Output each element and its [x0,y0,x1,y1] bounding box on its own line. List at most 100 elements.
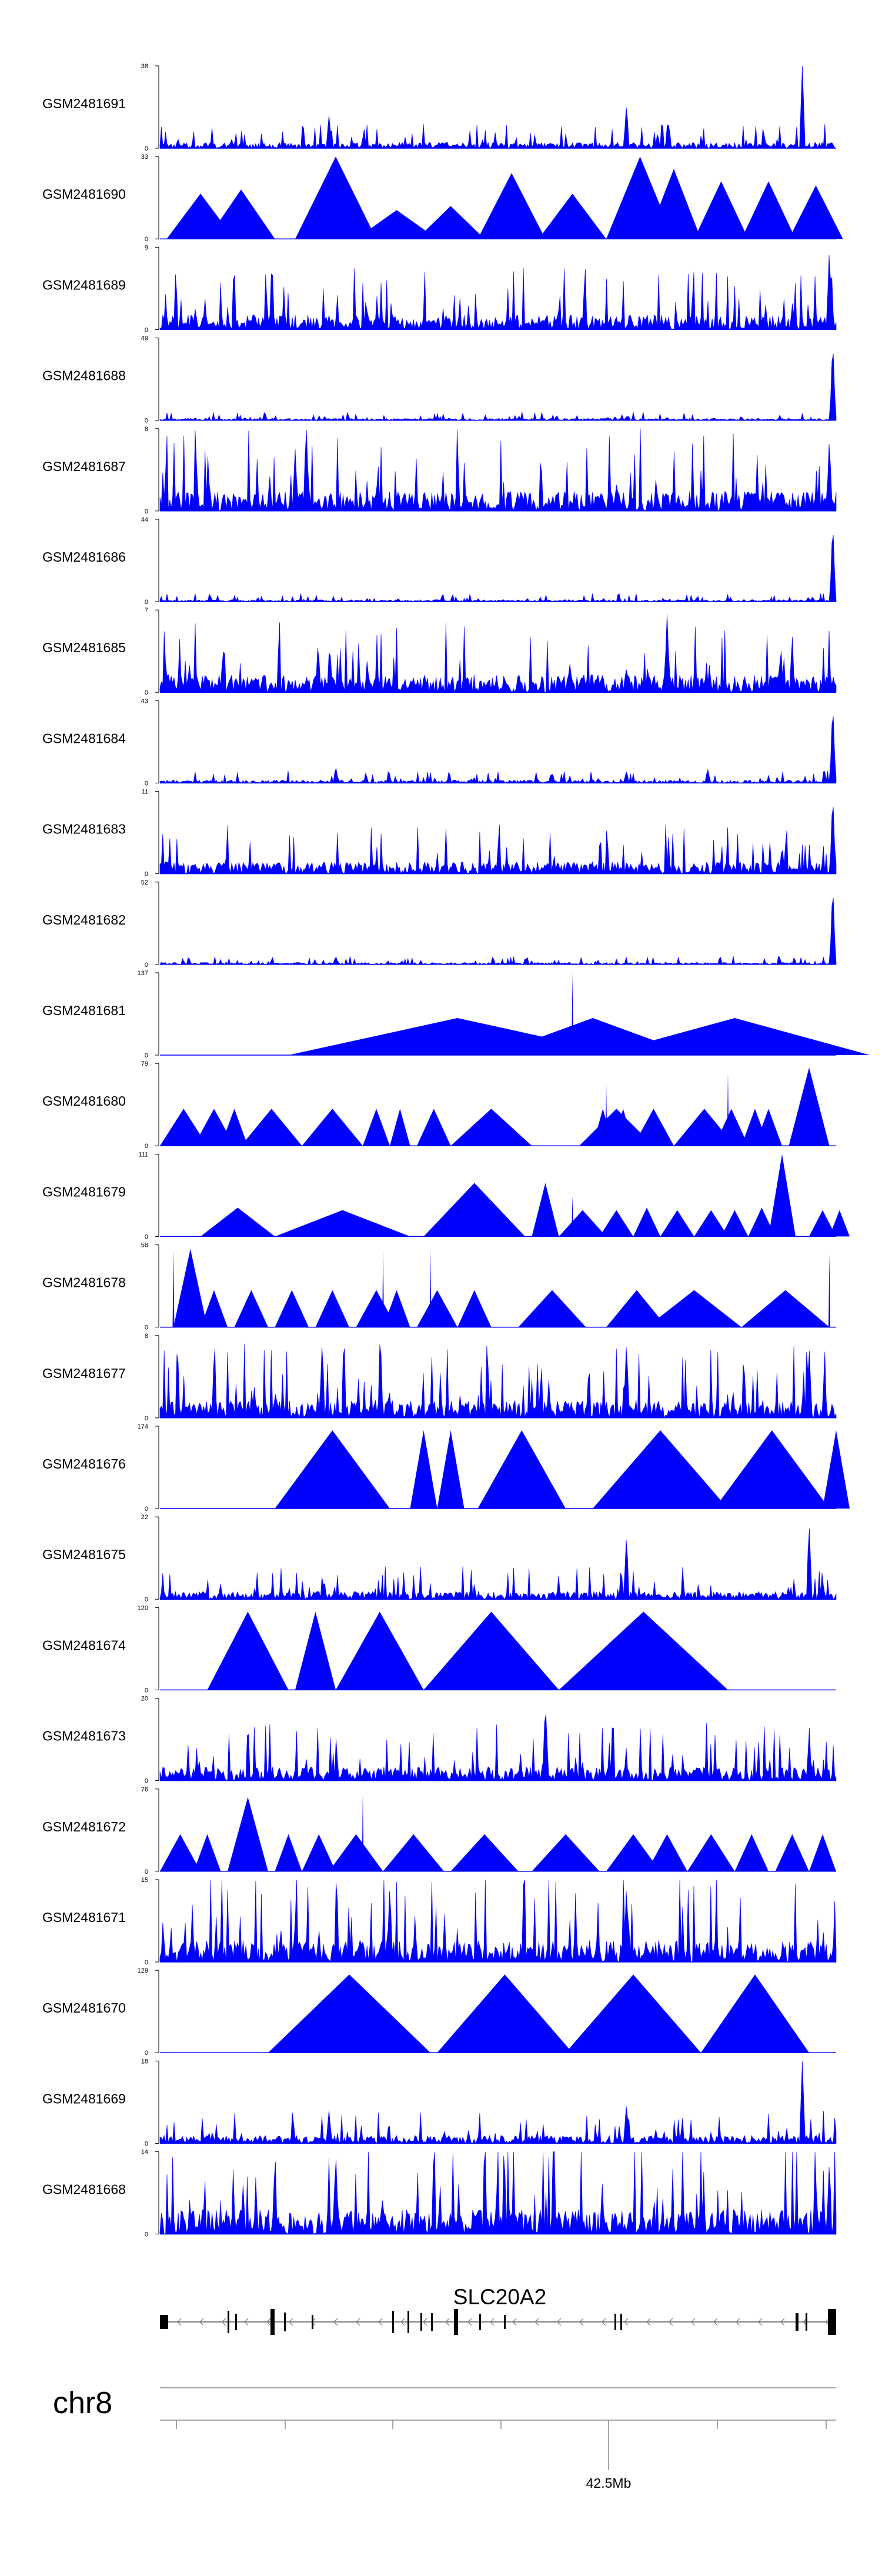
track: GSM2481673 20 0 [42,1696,837,1785]
strand-arrow [579,2318,584,2326]
y-max-label: 38 [141,63,148,70]
y-max-label: 43 [141,698,148,705]
strand-arrow [423,2318,427,2326]
track-label: GSM2481686 [42,549,126,565]
coverage-peak [606,1290,667,1327]
coverage-spike [382,1249,384,1327]
y-min-label: 0 [145,1868,148,1876]
coverage-peak [633,1109,674,1146]
coverage-peak [714,1109,749,1146]
track: GSM2481668 14 0 [42,2149,837,2238]
coverage-peak [647,1290,741,1327]
y-min-label: 0 [145,1324,148,1332]
track: GSM2481685 7 0 [42,607,837,696]
strand-arrow [646,2318,651,2326]
coverage-peak [423,1611,559,1690]
exon [420,2313,422,2331]
coverage-peak [160,1834,201,1871]
coverage-area [159,535,837,602]
coverage-peak [789,1067,830,1146]
strand-arrow [177,2318,182,2326]
coverage-peak [383,1290,410,1327]
coverage-spike [429,1249,432,1327]
coverage-peak [775,1834,809,1871]
coverage-peak [613,1109,633,1146]
coverage-area [159,897,837,965]
exon [806,2313,807,2331]
strand-arrow [691,2318,696,2326]
y-min-label: 0 [145,418,148,425]
coverage-peak [295,156,376,239]
strand-arrow [244,2318,249,2326]
axis-tick-label: 42.5Mb [586,2475,632,2491]
coverage-peak [383,1834,444,1871]
track: GSM2481687 8 0 [42,426,837,515]
track-label: GSM2481668 [42,2182,126,2197]
track-label: GSM2481669 [42,2091,126,2106]
coverage-peak [207,189,275,239]
coverage-peak [410,1430,437,1509]
coverage-peak [532,1183,559,1237]
coverage-peak [701,1974,809,2053]
strand-arrow [713,2318,718,2326]
coverage-peak [201,1207,275,1237]
track-label: GSM2481685 [42,640,126,655]
exon [235,2314,237,2330]
coverage-area [159,428,837,512]
coverage-peak [207,1611,289,1690]
coverage-peak [559,1611,728,1690]
y-max-label: 11 [142,789,148,796]
y-min-label: 0 [145,1415,148,1422]
coverage-peak [714,1430,830,1509]
coverage-peak [823,1430,850,1509]
coverage-peak [275,1430,390,1509]
coverage-peak [423,1183,525,1237]
track: GSM2481670 129 0 [42,1967,836,2057]
strand-arrow [400,2318,405,2326]
track-label: GSM2481682 [42,912,126,927]
y-min-label: 0 [145,236,148,243]
y-min-label: 0 [145,1506,148,1513]
coverage-peak [734,1834,769,1871]
y-min-label: 0 [145,2140,148,2147]
coverage-tracks: GSM2481691380GSM2481690330GSM248168990GS… [42,63,870,2238]
strand-arrow [602,2318,606,2326]
coverage-peak [228,1797,268,1871]
coverage-peak [193,1834,221,1871]
y-max-label: 20 [141,1696,148,1703]
track: GSM2481683 11 0 [42,789,837,878]
coverage-area [159,65,837,149]
track: GSM2481690 33 0 [42,154,843,243]
coverage-spike [605,1084,607,1146]
y-max-label: 76 [141,1786,148,1793]
track: GSM2481669 18 0 [42,2058,837,2147]
y-min-label: 0 [145,2050,148,2057]
track: GSM2481676 174 0 [42,1423,850,1513]
coverage-peak [275,1834,302,1871]
track-label: GSM2481687 [42,459,126,474]
y-min-label: 0 [145,1143,148,1150]
track: GSM2481682 52 0 [42,879,837,969]
track-label: GSM2481688 [42,368,126,383]
coverage-peak [315,1290,349,1327]
exon [312,2315,313,2329]
exon [504,2315,506,2329]
coverage-area [159,2061,837,2144]
coverage-area [159,1879,837,1963]
exon [392,2311,394,2333]
coverage-peak [329,1834,383,1871]
y-max-label: 44 [141,516,148,523]
coverage-peak [721,1210,749,1237]
coverage-spike [362,1793,364,1871]
strand-arrow [490,2318,495,2326]
strand-arrow [289,2318,293,2326]
track: GSM2481677 8 0 [42,1333,837,1422]
coverage-peak [450,1109,532,1146]
track: GSM2481684 43 0 [42,698,837,787]
coverage-peak [647,169,701,239]
y-min-label: 0 [145,2231,148,2238]
coverage-peak [518,1290,586,1327]
coverage-peak [477,1430,566,1509]
track-label: GSM2481691 [42,96,126,111]
coverage-area [159,353,837,421]
